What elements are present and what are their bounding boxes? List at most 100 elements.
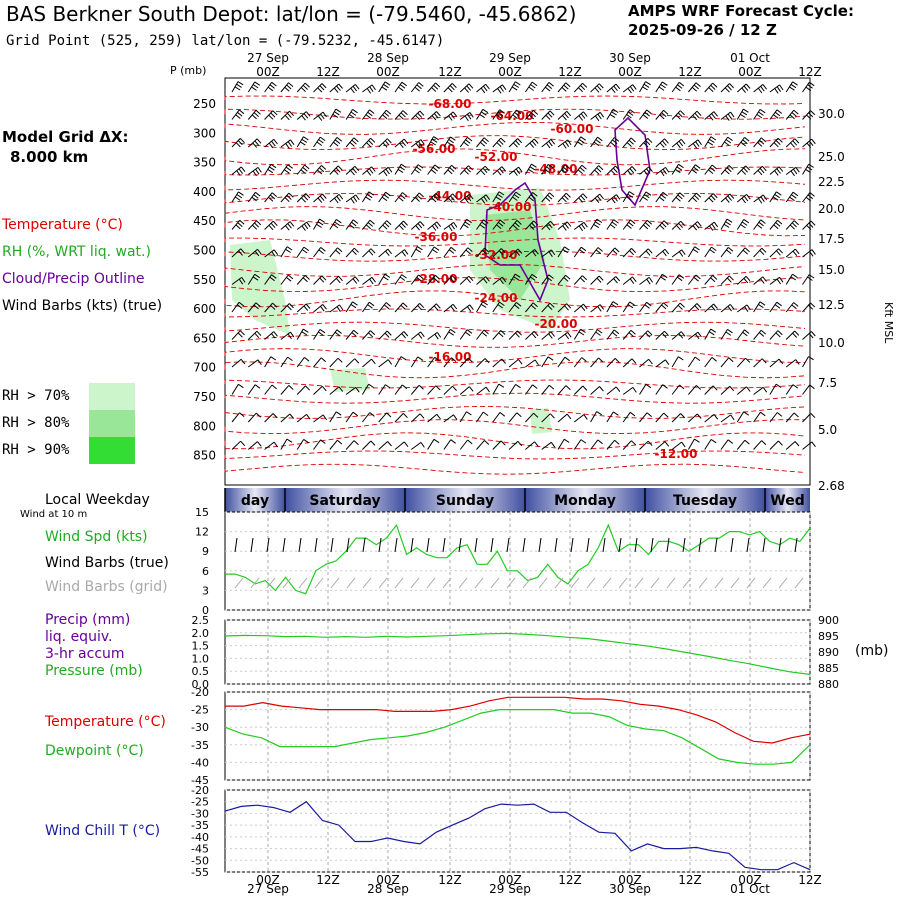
wind-barb xyxy=(264,163,277,175)
wind-barb-true xyxy=(538,537,542,553)
bottom-hour-label: 00Z xyxy=(498,873,522,887)
wind-barb xyxy=(525,412,539,423)
wind-barb xyxy=(704,328,717,340)
wind-ytick: 15 xyxy=(195,506,209,519)
wind-barb-flag xyxy=(301,331,308,336)
wind-barb-flag xyxy=(691,86,698,92)
wind-barb-shaft xyxy=(264,441,275,450)
wind-barb-flag xyxy=(384,81,391,86)
wind-barb-flag xyxy=(744,137,750,142)
wind-barb-flag xyxy=(757,87,763,94)
wind-barb-true xyxy=(586,537,590,553)
wind-barb xyxy=(443,414,458,423)
wind-barb-flag xyxy=(695,333,700,340)
wind-barb-flag xyxy=(433,195,439,201)
wind-barb-flag xyxy=(350,87,355,94)
wind-barb-flag xyxy=(495,114,502,119)
wind-barb-flag xyxy=(303,305,309,311)
wind-barb-flag xyxy=(350,198,355,204)
wind-barb-flag xyxy=(496,142,502,148)
isotherm-label: -60.00 xyxy=(551,122,594,136)
wind-barb xyxy=(655,191,668,203)
wind-barb xyxy=(639,81,651,93)
wind-barb-flag xyxy=(742,331,748,337)
wind-barb-flag xyxy=(465,139,471,144)
wind-barb-flag xyxy=(368,332,374,338)
wind-barb xyxy=(541,249,556,258)
wind-barb-flag xyxy=(581,164,587,170)
wind-barb xyxy=(687,246,700,258)
wind-barb-flag xyxy=(643,142,649,148)
wind-barb-flag xyxy=(515,140,520,146)
wind-barb xyxy=(508,138,523,148)
wind-barb xyxy=(622,440,637,450)
wind-barb-shaft xyxy=(394,331,405,340)
wind-barb-flag xyxy=(271,274,277,279)
wind-barb-flag xyxy=(642,114,649,119)
wind-barb xyxy=(606,329,620,340)
wind-barb-flag xyxy=(695,385,702,390)
wind-barb-shaft xyxy=(476,247,485,258)
wind-barb-flag xyxy=(449,277,455,283)
wind-barb-flag xyxy=(435,193,441,199)
wind-barb-flag xyxy=(499,219,506,225)
wind-barb-shaft xyxy=(590,304,601,313)
wind-barb-shaft xyxy=(492,383,500,395)
wind-barb-flag xyxy=(401,384,408,390)
wind-barb xyxy=(753,219,766,230)
wind-barb-flag xyxy=(677,112,683,118)
wind-barb-flag xyxy=(383,276,389,281)
wind-barb-flag xyxy=(433,438,440,444)
wind-barb-flag xyxy=(501,358,506,364)
wind-barb-flag xyxy=(777,330,783,336)
wind-barb-flag xyxy=(448,115,453,121)
wind-barb-flag xyxy=(629,86,635,92)
wind-barb-flag xyxy=(272,413,278,419)
wind-barb-shaft xyxy=(753,247,763,258)
wind-barb-flag xyxy=(484,247,490,253)
wind-barb xyxy=(394,441,409,450)
wind-barb-flag xyxy=(792,273,798,278)
wind-barb-flag xyxy=(465,167,471,173)
wind-barb-true xyxy=(650,537,654,553)
wind-barb xyxy=(427,82,441,93)
wind-barb-flag xyxy=(810,220,816,226)
wind-barb xyxy=(459,329,473,340)
wind-barb-shaft xyxy=(329,247,338,258)
wind-barb-flag xyxy=(517,138,523,144)
wind-barb-shaft xyxy=(508,412,518,423)
wind-barb-flag xyxy=(255,412,262,418)
wind-barb-shaft xyxy=(590,329,598,340)
wind-barb-shaft xyxy=(573,303,584,313)
wind-barb xyxy=(508,248,523,258)
wind-ytick: 9 xyxy=(202,545,209,558)
wind-barb-shaft xyxy=(345,137,355,148)
wind-barb-flag xyxy=(319,136,326,142)
wind-barb-flag xyxy=(579,249,585,254)
wind-barb xyxy=(671,249,686,258)
wind-barb-flag xyxy=(453,414,458,420)
chill-ytick: -35 xyxy=(191,819,209,832)
wind-barb-flag xyxy=(712,82,718,88)
wind-barb-flag xyxy=(420,139,425,145)
wind-barb-flag xyxy=(744,329,750,334)
wind-barb-flag xyxy=(726,167,732,173)
wind-barb xyxy=(525,110,539,120)
wind-barb-flag xyxy=(464,115,469,122)
wind-barb-flag xyxy=(400,356,407,361)
wind-barb-shaft xyxy=(443,164,452,175)
wind-barb-shaft xyxy=(736,194,747,203)
wind-barb-flag xyxy=(725,197,730,203)
wind-barb-grid xyxy=(282,577,292,589)
wind-barb-shaft xyxy=(671,249,683,258)
wind-barb xyxy=(231,440,246,450)
wind-barb-flag xyxy=(744,439,750,445)
wind-barb-shaft xyxy=(280,331,291,340)
wind-barb xyxy=(704,193,718,203)
wind-barb-flag xyxy=(303,223,309,230)
wind-barb xyxy=(361,109,375,120)
wind-barb-flag xyxy=(615,276,621,282)
wind-barb-flag xyxy=(420,442,425,448)
wind-barb xyxy=(785,359,800,368)
wind-barb-flag xyxy=(383,170,388,177)
